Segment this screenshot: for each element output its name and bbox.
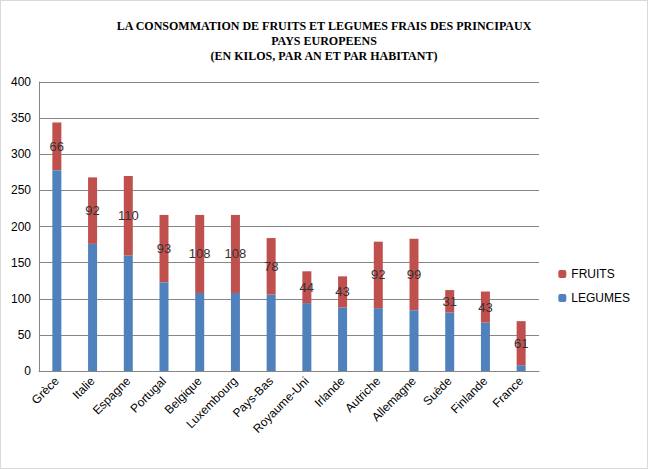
- svg-text:Allemagne: Allemagne: [369, 374, 419, 424]
- svg-text:Irlande: Irlande: [311, 374, 348, 410]
- svg-text:Belgique: Belgique: [161, 374, 205, 417]
- svg-text:Autriche: Autriche: [342, 374, 384, 415]
- svg-text:108: 108: [189, 246, 211, 261]
- svg-text:61: 61: [514, 336, 528, 351]
- svg-text:(EN KILOS, PAR AN ET PAR HABIT: (EN KILOS, PAR AN ET PAR HABITANT): [211, 49, 438, 63]
- svg-text:LA CONSOMMATION DE FRUITS ET L: LA CONSOMMATION DE FRUITS ET LEGUMES FRA…: [117, 19, 532, 33]
- svg-text:France: France: [490, 374, 527, 411]
- svg-text:250: 250: [11, 183, 31, 197]
- svg-text:FRUITS: FRUITS: [571, 267, 614, 281]
- svg-text:Italie: Italie: [70, 374, 98, 402]
- svg-text:93: 93: [157, 241, 171, 256]
- svg-text:66: 66: [50, 139, 64, 154]
- svg-text:350: 350: [11, 111, 31, 125]
- svg-text:Suède: Suède: [420, 374, 455, 409]
- svg-text:150: 150: [11, 256, 31, 270]
- svg-text:99: 99: [407, 267, 421, 282]
- svg-text:92: 92: [85, 203, 99, 218]
- svg-text:LEGUMES: LEGUMES: [571, 291, 630, 305]
- svg-text:200: 200: [11, 220, 31, 234]
- svg-text:Pays-Bas: Pays-Bas: [229, 374, 277, 421]
- svg-text:300: 300: [11, 147, 31, 161]
- svg-text:Portugal: Portugal: [127, 374, 169, 416]
- svg-text:400: 400: [11, 75, 31, 89]
- svg-text:44: 44: [300, 280, 314, 295]
- svg-text:Royaume-Uni: Royaume-Uni: [250, 374, 312, 436]
- svg-text:Grèce: Grèce: [29, 374, 62, 407]
- svg-text:50: 50: [18, 328, 32, 342]
- svg-text:92: 92: [371, 267, 385, 282]
- svg-text:Luxembourg: Luxembourg: [183, 374, 240, 431]
- svg-text:43: 43: [478, 300, 492, 315]
- svg-text:78: 78: [264, 259, 278, 274]
- svg-text:31: 31: [442, 294, 456, 309]
- svg-text:Espagne: Espagne: [90, 374, 134, 418]
- svg-text:108: 108: [225, 246, 247, 261]
- svg-text:110: 110: [118, 208, 139, 223]
- svg-text:100: 100: [11, 292, 31, 306]
- svg-text:0: 0: [24, 364, 31, 378]
- svg-text:Finlande: Finlande: [448, 374, 491, 417]
- svg-text:43: 43: [335, 284, 349, 299]
- svg-text:PAYS EUROPEENS: PAYS EUROPEENS: [271, 34, 377, 48]
